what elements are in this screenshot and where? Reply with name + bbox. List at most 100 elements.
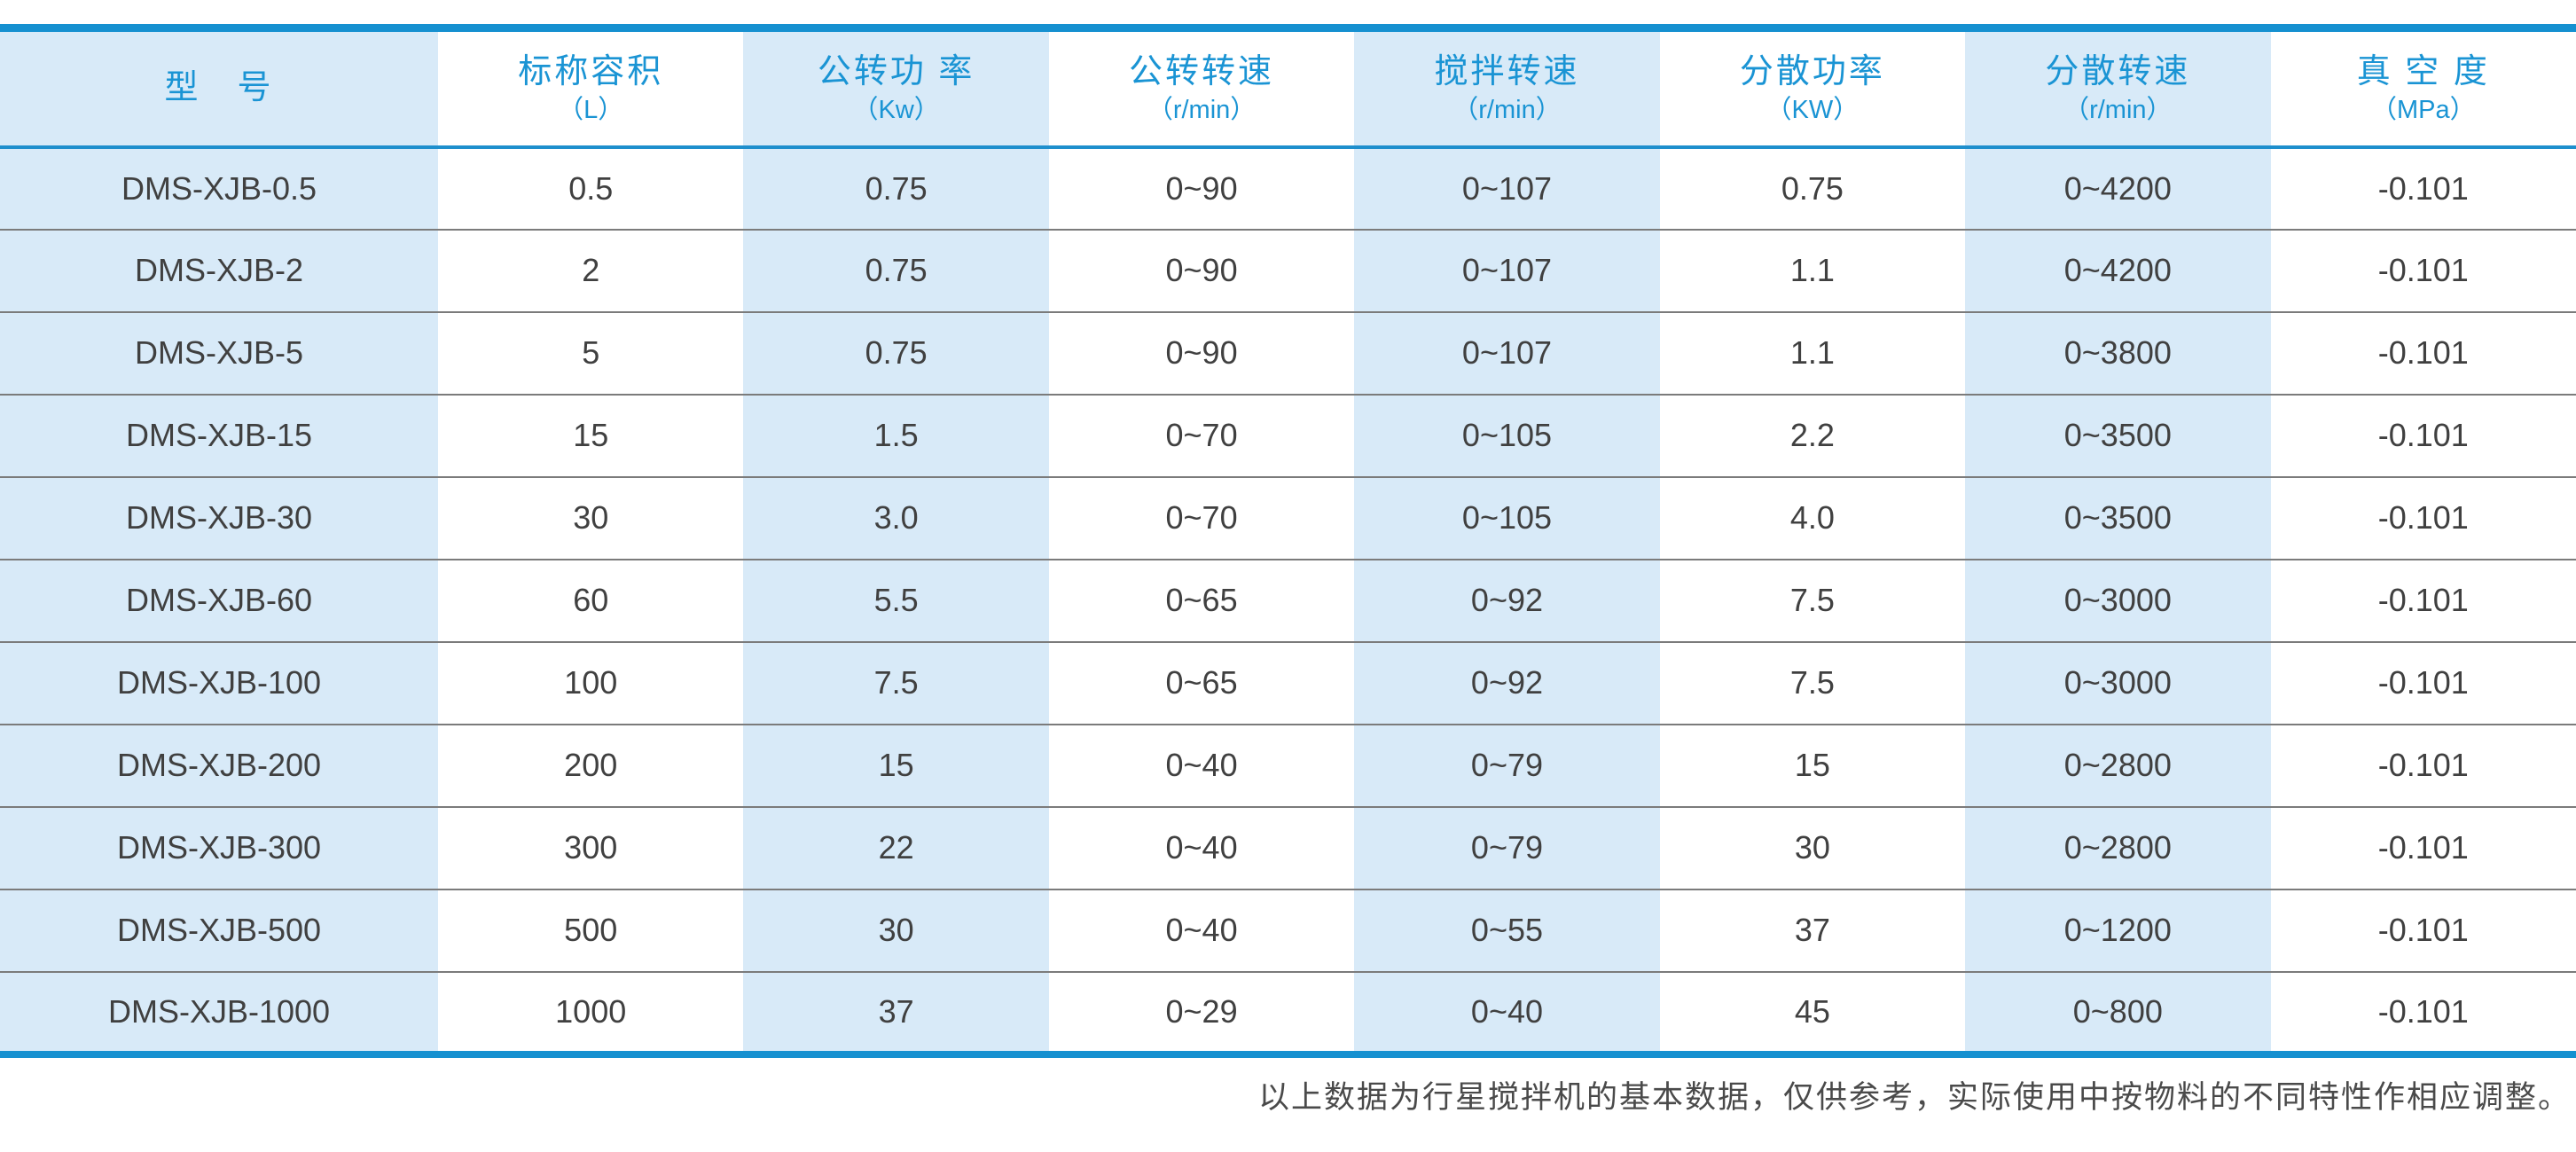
column-header-3: 公转转速 （r/min）	[1049, 28, 1354, 147]
column-title: 分散功率	[1739, 52, 1885, 90]
column-header-0: 型 号	[0, 27, 438, 147]
column-unit: （r/min）	[1147, 95, 1257, 124]
table-row: DMS-XJB-300 300 22 0~40 0~79 30 0~2800 -0.101	[0, 806, 2576, 889]
value-cell: 0.75	[743, 311, 1049, 395]
model-cell: DMS-XJB-60	[0, 559, 438, 642]
table-row: DMS-XJB-60 60 5.5 0~65 0~92 7.5 0~3000 -0.101	[0, 559, 2576, 642]
column-title: 真 空 度	[2356, 52, 2490, 90]
value-cell: 0~1200	[1965, 889, 2271, 972]
value-cell: 30	[743, 889, 1049, 972]
value-cell: 2	[582, 252, 600, 288]
value-cell: 300	[564, 829, 618, 866]
value-cell: -0.101	[2377, 499, 2469, 536]
value-cell: 7.5	[1789, 582, 1835, 618]
value-cell: 0~107	[1354, 311, 1660, 395]
table-row: DMS-XJB-5 5 0.75 0~90 0~107 1.1 0~3800 -0.101	[0, 311, 2576, 395]
column-header-1: 标称容积 （L）	[438, 28, 743, 147]
value-cell: -0.101	[2377, 582, 2469, 618]
value-cell: 1.1	[1789, 252, 1835, 288]
column-title: 标称容积	[518, 52, 664, 90]
value-cell: 0~29	[1165, 992, 1238, 1030]
value-cell: 0~70	[1165, 499, 1238, 536]
value-cell: 0~40	[1165, 912, 1238, 948]
column-unit: （Kw）	[852, 95, 940, 124]
value-cell: 0.5	[568, 169, 614, 207]
value-cell: -0.101	[2377, 992, 2469, 1030]
model-cell: DMS-XJB-1000	[0, 971, 438, 1054]
value-cell: 45	[1794, 992, 1830, 1030]
model-cell: DMS-XJB-5	[0, 311, 438, 395]
column-unit: （L）	[558, 95, 624, 124]
value-cell: 0.75	[743, 229, 1049, 312]
value-cell: 0~65	[1165, 664, 1238, 701]
value-cell: 0~90	[1165, 169, 1238, 207]
value-cell: 5	[582, 334, 600, 371]
value-cell: -0.101	[2377, 912, 2469, 948]
value-cell: 22	[743, 806, 1049, 889]
value-cell: 0~40	[1354, 971, 1660, 1054]
value-cell: 3.0	[743, 476, 1049, 560]
column-title: 公转转速	[1129, 52, 1275, 90]
spec-table: 型 号 标称容积 （L） 公转功 率 （Kw） 公转转速 （r/min） 搅拌转速 （r/min…	[0, 24, 2576, 1058]
table-row: DMS-XJB-1000 1000 37 0~29 0~40 45 0~800 -0.101	[0, 971, 2576, 1054]
table-row: DMS-XJB-500 500 30 0~40 0~55 37 0~1200 -0.101	[0, 889, 2576, 972]
table-row: DMS-XJB-0.5 0.5 0.75 0~90 0~107 0.75 0~4200 -0.…	[0, 146, 2576, 230]
value-cell: 30	[573, 499, 609, 536]
model-cell: DMS-XJB-2	[0, 229, 438, 312]
value-cell: 0~2800	[1965, 724, 2271, 807]
column-header-6: 分散转速 （r/min）	[1965, 27, 2271, 147]
value-cell: -0.101	[2377, 747, 2469, 783]
value-cell: 60	[573, 582, 609, 618]
value-cell: 200	[564, 747, 618, 783]
footnote: 以上数据为行星搅拌机的基本数据，仅供参考，实际使用中按物料的不同特性作相应调整。	[1257, 1079, 2571, 1115]
model-cell: DMS-XJB-300	[0, 806, 438, 889]
value-cell: 15	[743, 724, 1049, 807]
value-cell: 2.2	[1789, 417, 1835, 453]
value-cell: 0~55	[1354, 889, 1660, 972]
value-cell: 7.5	[1789, 664, 1835, 701]
value-cell: 0~107	[1354, 146, 1660, 230]
value-cell: 0~107	[1354, 229, 1660, 312]
value-cell: 4.0	[1789, 499, 1835, 536]
value-cell: 1.1	[1789, 334, 1835, 371]
model-cell: DMS-XJB-0.5	[0, 146, 438, 230]
column-title: 搅拌转速	[1434, 52, 1580, 90]
table-row: DMS-XJB-200 200 15 0~40 0~79 15 0~2800 -0.101	[0, 724, 2576, 807]
column-unit: （r/min）	[1452, 95, 1562, 124]
value-cell: 0~3500	[1965, 476, 2271, 560]
value-cell: 100	[564, 664, 618, 701]
header-row: 型 号 标称容积 （L） 公转功 率 （Kw） 公转转速 （r/min） 搅拌转速 （r/min…	[0, 27, 2576, 147]
value-cell: 0~4200	[1965, 146, 2271, 230]
value-cell: -0.101	[2377, 829, 2469, 866]
value-cell: -0.101	[2377, 334, 2469, 371]
value-cell: 0~3000	[1965, 641, 2271, 725]
value-cell: 0~92	[1354, 559, 1660, 642]
model-cell: DMS-XJB-15	[0, 394, 438, 477]
value-cell: 37	[743, 971, 1049, 1054]
column-title: 公转功 率	[817, 52, 975, 90]
column-header-5: 分散功率 （KW）	[1660, 28, 1965, 147]
value-cell: 0~4200	[1965, 229, 2271, 312]
column-header-7: 真 空 度 （MPa）	[2271, 28, 2576, 147]
table-row: DMS-XJB-2 2 0.75 0~90 0~107 1.1 0~4200 -0.101	[0, 229, 2576, 312]
value-cell: 37	[1794, 912, 1830, 948]
value-cell: 0~105	[1354, 476, 1660, 560]
value-cell: 0~79	[1354, 806, 1660, 889]
column-title: 型 号	[164, 68, 274, 106]
value-cell: 30	[1794, 829, 1830, 866]
value-cell: 15	[1794, 747, 1830, 783]
value-cell: -0.101	[2377, 417, 2469, 453]
value-cell: 0.75	[743, 146, 1049, 230]
column-unit: （r/min）	[2063, 95, 2173, 124]
value-cell: 0~40	[1165, 829, 1238, 866]
value-cell: 0.75	[1781, 169, 1844, 207]
value-cell: 7.5	[743, 641, 1049, 725]
value-cell: 0~3800	[1965, 311, 2271, 395]
column-unit: （MPa）	[2370, 95, 2476, 124]
value-cell: 15	[573, 417, 609, 453]
value-cell: 5.5	[743, 559, 1049, 642]
value-cell: 0~90	[1165, 252, 1238, 288]
value-cell: 1.5	[743, 394, 1049, 477]
value-cell: 500	[564, 912, 618, 948]
